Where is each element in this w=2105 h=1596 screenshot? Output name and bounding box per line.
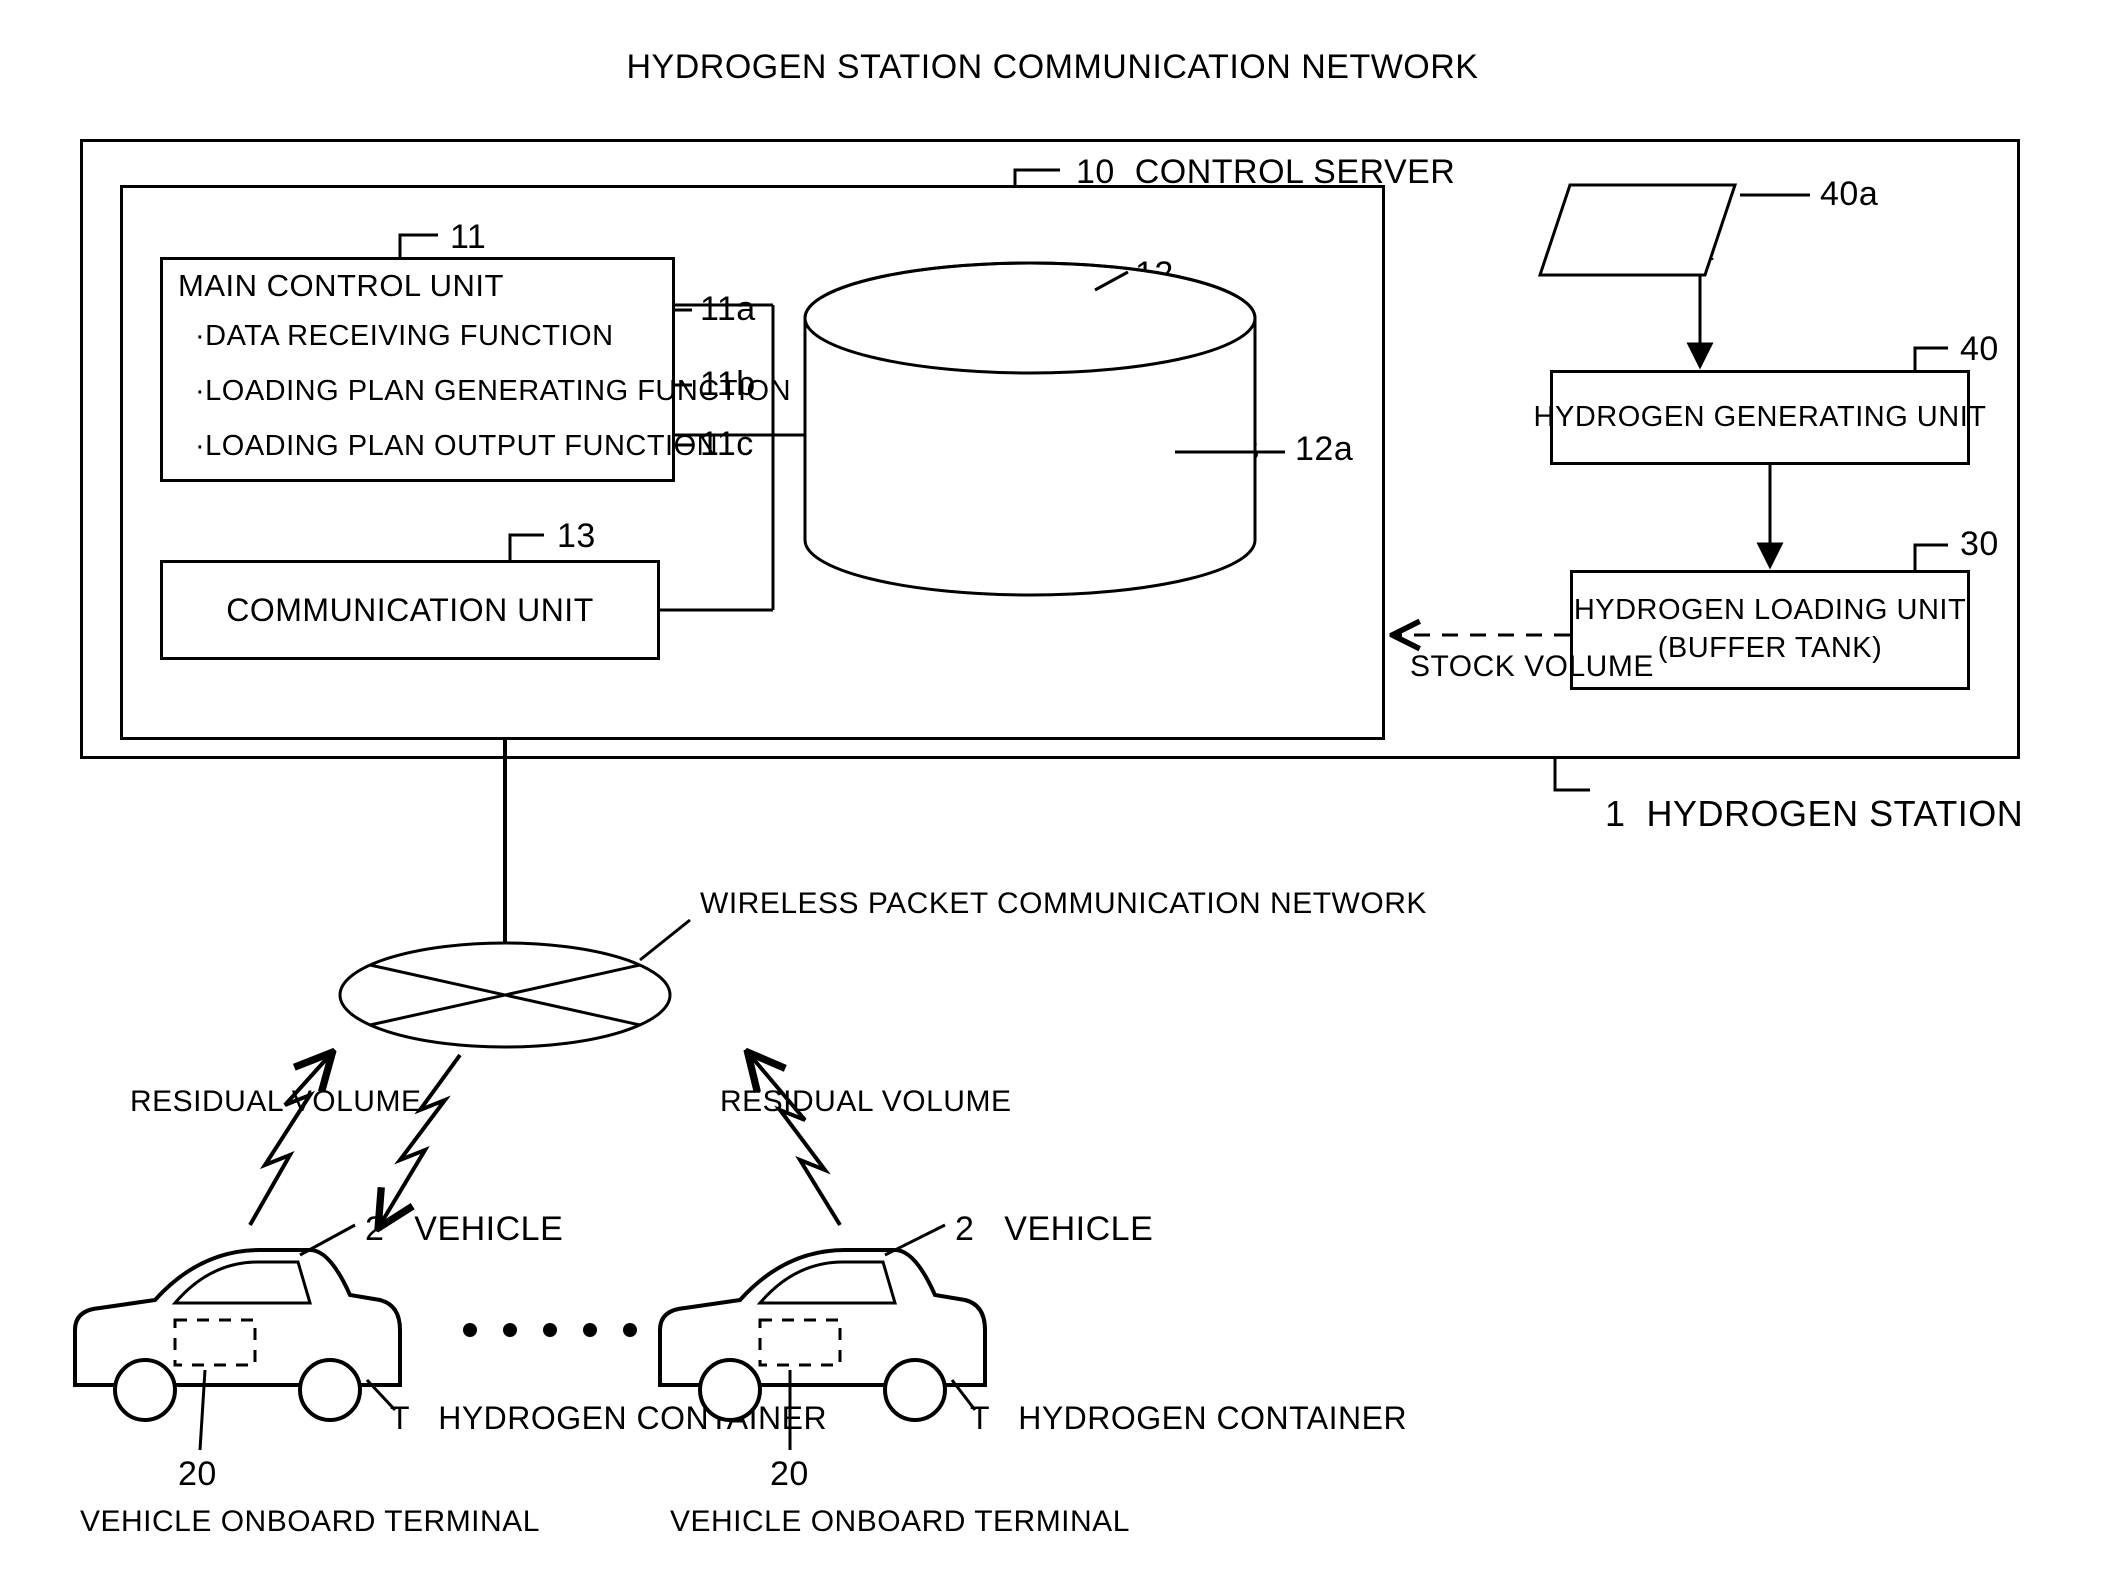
residual-volume-2: RESIDUAL VOLUME — [720, 1085, 1011, 1119]
hydrogen-generating-label: HYDROGEN GENERATING UNIT — [1534, 401, 1987, 434]
residual-volume-1: RESIDUAL VOLUME — [130, 1085, 421, 1119]
v1-ref: 2 — [365, 1210, 384, 1248]
vehicle-icon-1 — [75, 1250, 400, 1420]
v2-ref: 2 — [955, 1210, 974, 1248]
ref-13: 13 — [557, 517, 596, 556]
solar-panel-label: SOLAR PANEL — [1620, 200, 1717, 267]
hydrogen-generating-box: HYDROGEN GENERATING UNIT — [1550, 370, 1970, 465]
ref-40a: 40a — [1820, 175, 1878, 214]
diagram-canvas: HYDROGEN STATION COMMUNICATION NETWORK M… — [0, 0, 2105, 1596]
hydrogen-loading-label1: HYDROGEN LOADING UNIT — [1574, 592, 1966, 630]
terminal-1-label: VEHICLE ONBOARD TERMINAL — [80, 1505, 540, 1539]
ref-11: 11 — [450, 218, 486, 257]
ref-1-label: 1 HYDROGEN STATION — [1605, 793, 2023, 835]
ref-10-text: CONTROL SERVER — [1135, 153, 1456, 191]
ref-11a: 11a — [700, 290, 756, 329]
ref-12a: 12a — [1295, 430, 1353, 469]
tank-2-label: T HYDROGEN CONTAINER — [970, 1400, 1407, 1437]
ref-11c: 11c — [700, 425, 754, 464]
solar-l2: PANEL — [1620, 234, 1717, 268]
communication-unit-label: COMMUNICATION UNIT — [226, 592, 593, 629]
network-label: WIRELESS PACKET COMMUNICATION NETWORK — [700, 887, 1427, 921]
tank-1-label: T HYDROGEN CONTAINER — [390, 1400, 827, 1437]
network-icon — [340, 943, 670, 1047]
t1-ref: T — [390, 1400, 410, 1436]
ref-1-text: HYDROGEN STATION — [1647, 793, 2024, 834]
ref-10-num: 10 — [1076, 153, 1115, 191]
ref-10-label: 10 CONTROL SERVER — [1076, 153, 1455, 192]
mcu-item-0: ·DATA RECEIVING FUNCTION — [195, 320, 614, 353]
vehicle-icon-2 — [660, 1250, 985, 1420]
v1-lab: VEHICLE — [414, 1210, 563, 1248]
vehicle-2-ref: 2 VEHICLE — [955, 1210, 1153, 1249]
memory-unit-label: MEMORY UNIT — [934, 340, 1166, 377]
t1-lab: HYDROGEN CONTAINER — [438, 1400, 827, 1436]
terminal-2-label: VEHICLE ONBOARD TERMINAL — [670, 1505, 1130, 1539]
terminal-2-ref: 20 — [770, 1455, 809, 1494]
solar-l1: SOLAR — [1620, 200, 1717, 234]
mcu-item-2: ·LOADING PLAN OUTPUT FUNCTION — [195, 430, 718, 463]
ref-30: 30 — [1960, 525, 1999, 564]
vehicle-1-ref: 2 VEHICLE — [365, 1210, 563, 1249]
ref-40: 40 — [1960, 330, 1999, 369]
t2-lab: HYDROGEN CONTAINER — [1018, 1400, 1407, 1436]
t2-ref: T — [970, 1400, 990, 1436]
hydrogen-loading-label2: (BUFFER TANK) — [1658, 630, 1883, 668]
ref-11b: 11b — [700, 365, 756, 404]
terminal-1-ref: 20 — [178, 1455, 217, 1494]
hydrogen-db-label: ·HYDROGEN VEHICLE DB — [880, 434, 1260, 468]
ref-12: 12 — [1135, 255, 1174, 294]
wireless-icon-2 — [640, 1055, 840, 1225]
wireless-icon-1 — [250, 1055, 460, 1225]
ellipsis-icon — [463, 1323, 637, 1337]
main-control-unit-label: MAIN CONTROL UNIT — [178, 268, 504, 304]
diagram-title: HYDROGEN STATION COMMUNICATION NETWORK — [0, 48, 2105, 87]
v2-lab: VEHICLE — [1004, 1210, 1153, 1248]
stock-volume-label: STOCK VOLUME — [1410, 650, 1654, 684]
ref-1-num: 1 — [1605, 793, 1626, 834]
communication-unit-box: COMMUNICATION UNIT — [160, 560, 660, 660]
